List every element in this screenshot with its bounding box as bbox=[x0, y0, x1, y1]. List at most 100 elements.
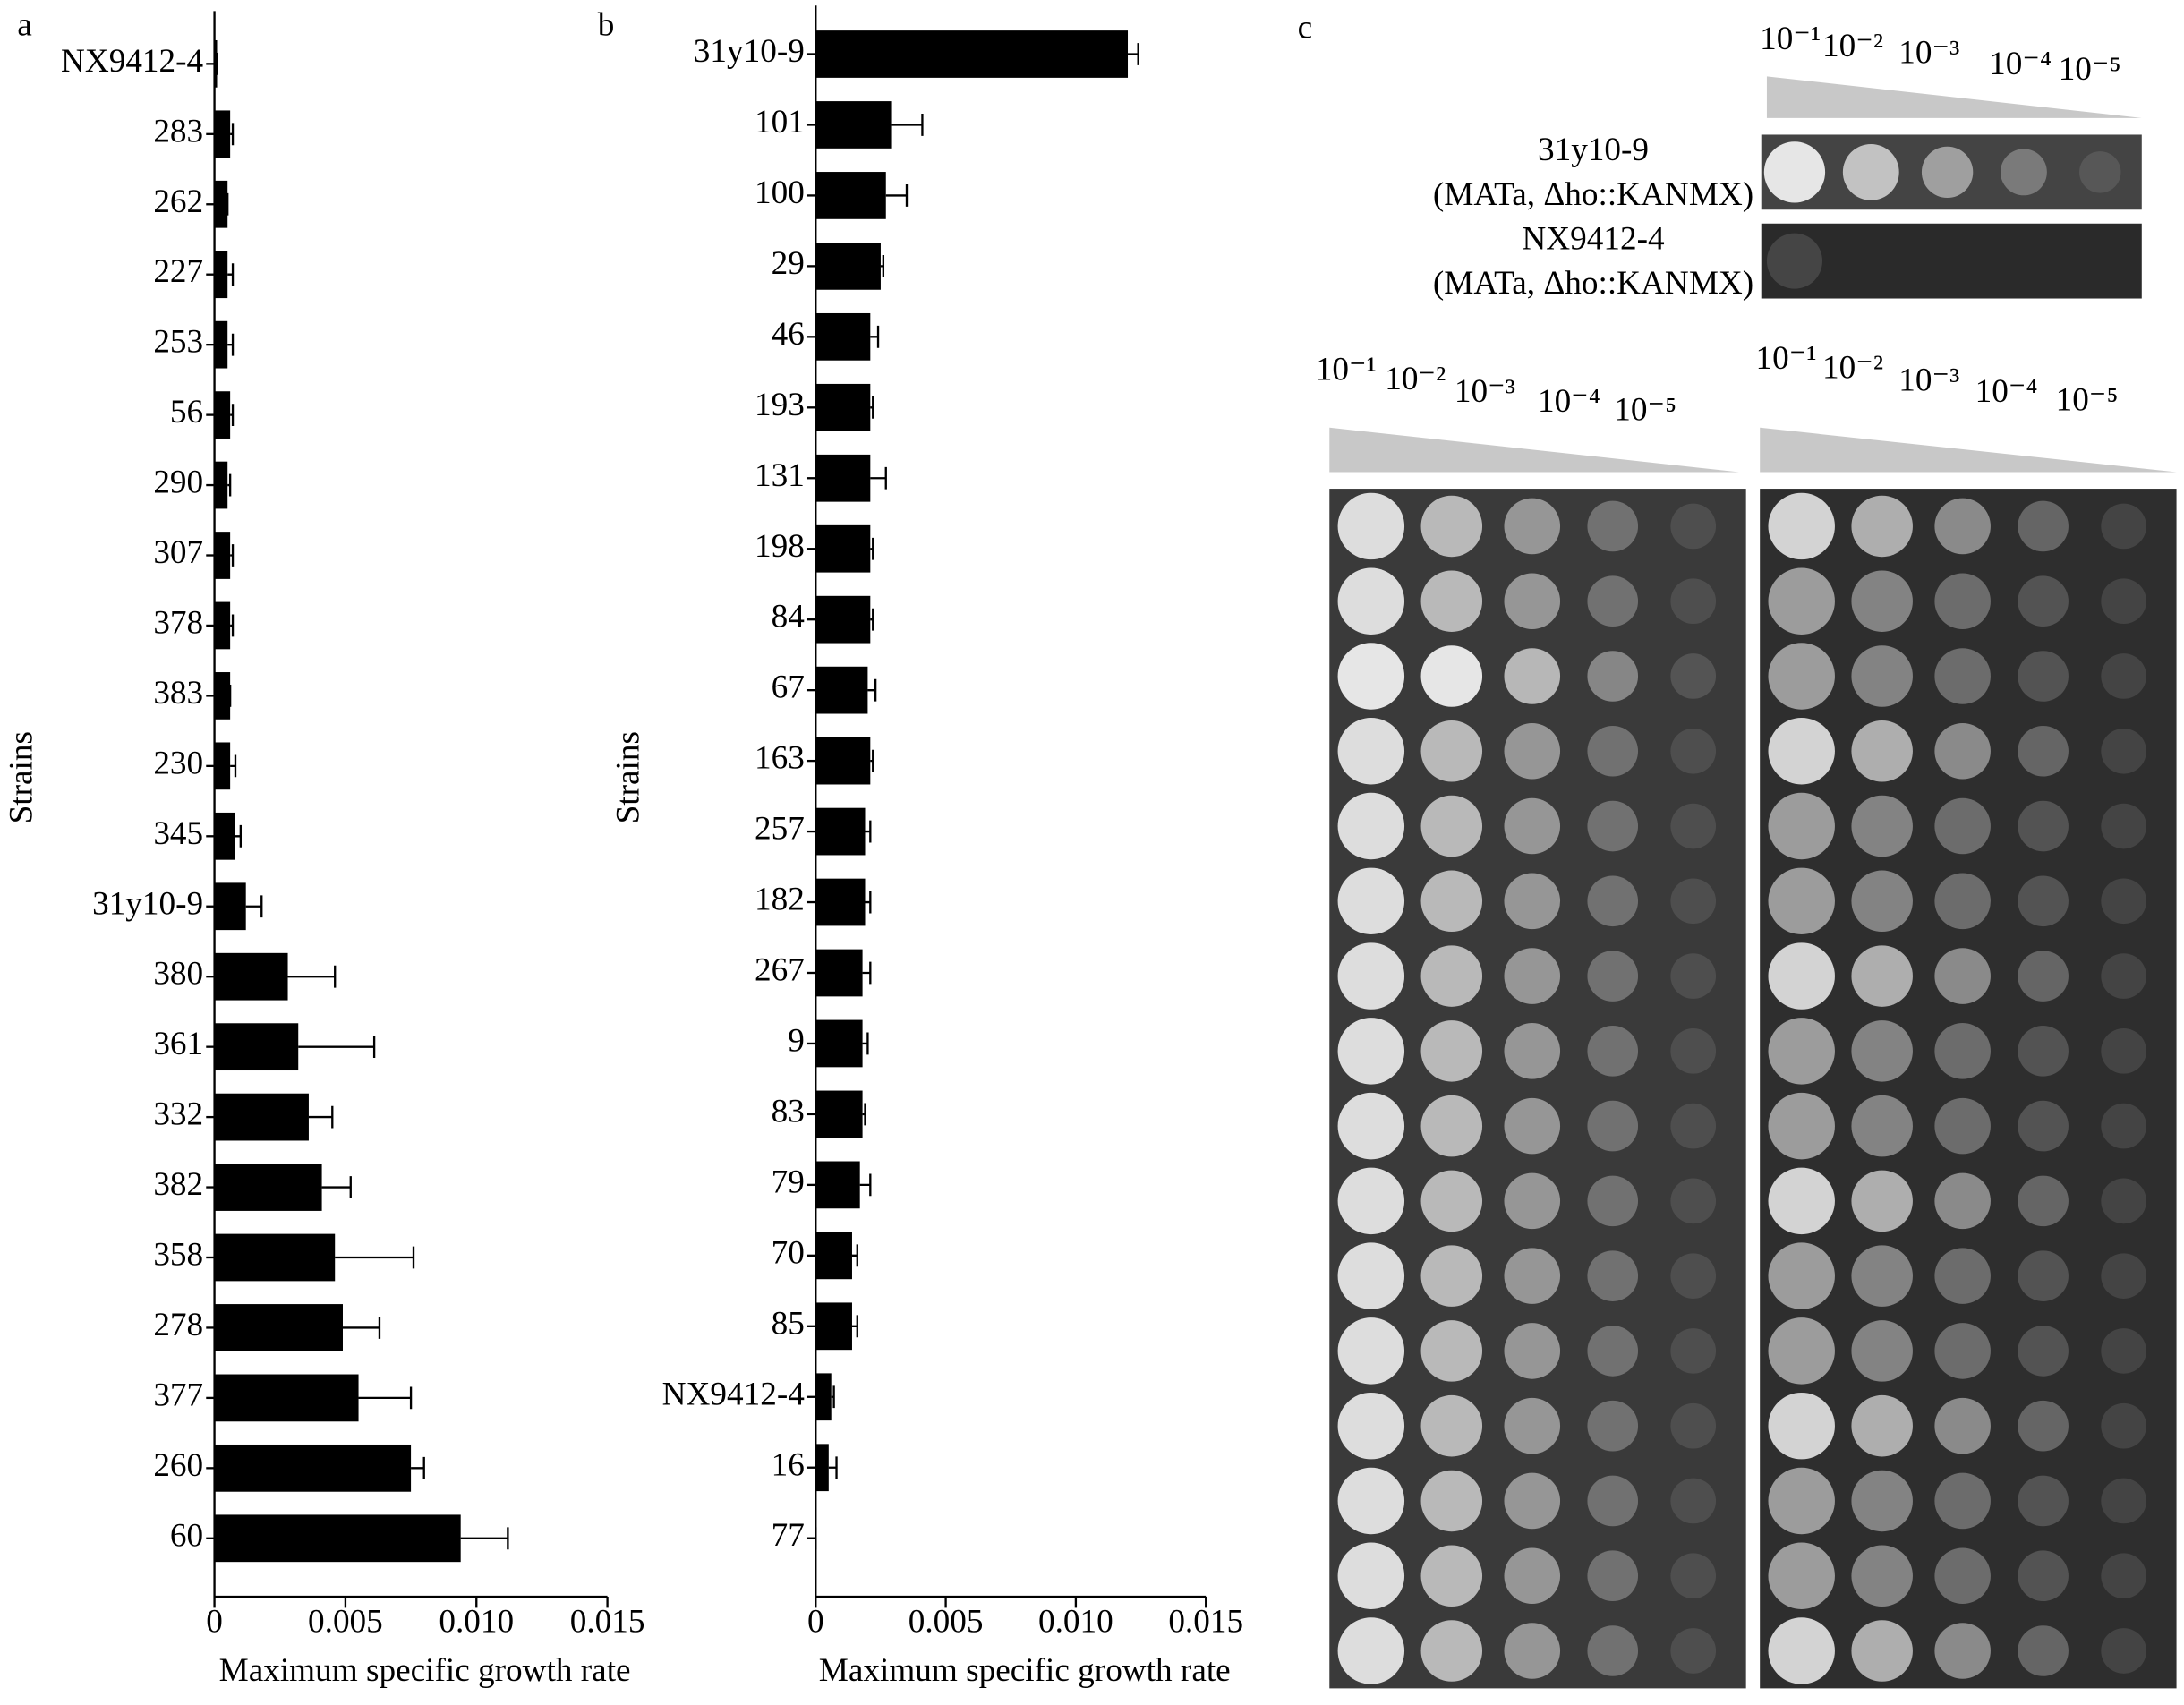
bar bbox=[815, 383, 871, 431]
colony-spot bbox=[2101, 653, 2146, 699]
error-bar bbox=[831, 1385, 835, 1409]
error-bar bbox=[851, 1315, 858, 1338]
colony-spot bbox=[1934, 498, 1991, 555]
colony-spot bbox=[1504, 648, 1561, 704]
colony-spot bbox=[1420, 1470, 1483, 1532]
colony-spot bbox=[1504, 1248, 1561, 1304]
colony-spot bbox=[2018, 1326, 2069, 1377]
colony-spot bbox=[1934, 1097, 1991, 1155]
y-tick-label: 163 bbox=[755, 740, 805, 777]
colony-spot bbox=[1420, 870, 1483, 933]
y-tick-label: 378 bbox=[153, 605, 203, 642]
error-bar bbox=[227, 473, 232, 497]
x-tick-label: 0.015 bbox=[1168, 1604, 1243, 1641]
y-tick-label: 290 bbox=[153, 465, 203, 501]
colony-spot bbox=[2018, 500, 2069, 552]
y-tick-label: 230 bbox=[153, 745, 203, 781]
error-bar bbox=[1128, 43, 1139, 65]
colony-spot bbox=[1587, 875, 1639, 927]
colony-spot bbox=[1851, 1620, 1913, 1682]
dilution-label: 10⁻⁵ bbox=[2059, 51, 2121, 88]
colony-spot bbox=[1337, 792, 1405, 860]
colony-spot bbox=[1851, 1545, 1913, 1607]
y-tick-label: 79 bbox=[772, 1164, 805, 1200]
colony-spot bbox=[1768, 942, 1835, 1010]
error-bar bbox=[870, 466, 887, 490]
colony-spot bbox=[1768, 643, 1835, 710]
dilution-label: 10⁻² bbox=[1822, 28, 1883, 64]
bar bbox=[815, 243, 881, 290]
bar bbox=[815, 807, 866, 856]
error-bar bbox=[862, 1103, 866, 1126]
colony-spot bbox=[2018, 1250, 2069, 1301]
bar bbox=[815, 1019, 863, 1068]
colony-spot bbox=[1670, 1178, 1717, 1224]
error-bar bbox=[230, 123, 235, 146]
colony-spot bbox=[1934, 722, 1991, 780]
colony-spot bbox=[1504, 722, 1561, 780]
colony-spot bbox=[1504, 1472, 1561, 1530]
x-tick-label: 0 bbox=[206, 1604, 223, 1641]
y-tick-label: 253 bbox=[153, 324, 203, 361]
dilution-label: 10⁻¹ bbox=[1316, 351, 1377, 388]
bar bbox=[815, 172, 886, 219]
colony-spot bbox=[1420, 1095, 1483, 1157]
panel-label: a bbox=[17, 7, 32, 44]
colony-spot bbox=[2101, 1328, 2146, 1374]
bar bbox=[815, 1373, 832, 1421]
y-tick-label: 29 bbox=[772, 245, 805, 282]
x-axis-label: Maximum specific growth rate bbox=[219, 1652, 631, 1689]
y-tick-label: 70 bbox=[772, 1234, 805, 1271]
error-bar bbox=[245, 895, 263, 918]
error-bar bbox=[321, 1176, 352, 1198]
colony-spot bbox=[1670, 1553, 1717, 1599]
plate-photo bbox=[1761, 223, 2142, 299]
colony-spot bbox=[1851, 1320, 1913, 1382]
colony-spot bbox=[1670, 1628, 1717, 1674]
colony-spot bbox=[2018, 575, 2069, 627]
colony-spot bbox=[1851, 1245, 1913, 1307]
bar bbox=[815, 454, 871, 502]
colony-spot bbox=[1504, 797, 1561, 855]
y-tick-label: 85 bbox=[772, 1305, 805, 1342]
bar bbox=[214, 532, 231, 579]
error-bar bbox=[870, 325, 880, 348]
bar bbox=[214, 39, 218, 88]
error-bar bbox=[227, 263, 235, 286]
x-axis-label: Maximum specific growth rate bbox=[819, 1652, 1231, 1689]
colony-spot bbox=[1420, 1320, 1483, 1382]
colony-spot bbox=[1504, 1547, 1561, 1605]
colony-spot bbox=[1934, 1323, 1991, 1379]
bar bbox=[214, 1164, 322, 1211]
y-tick-label: 307 bbox=[153, 534, 203, 571]
error-bar bbox=[235, 824, 243, 848]
error-bar bbox=[865, 891, 872, 914]
colony-spot bbox=[1768, 1092, 1835, 1160]
error-bar bbox=[870, 749, 874, 772]
colony-spot bbox=[1851, 1095, 1913, 1157]
y-tick-label: 260 bbox=[153, 1447, 203, 1484]
colony-spot bbox=[1934, 873, 1991, 930]
colony-spot bbox=[2101, 803, 2146, 849]
y-tick-label: 193 bbox=[755, 387, 805, 423]
colony-spot bbox=[1504, 948, 1561, 1004]
dilution-label: 10⁻² bbox=[1822, 350, 1883, 387]
dilution-label: 10⁻³ bbox=[1455, 373, 1515, 410]
colony-spot bbox=[1587, 1475, 1639, 1527]
colony-spot bbox=[1768, 492, 1835, 560]
colony-spot bbox=[2101, 1553, 2146, 1599]
colony-spot bbox=[1934, 573, 1991, 629]
bar bbox=[815, 666, 868, 714]
colony-spot bbox=[1768, 1167, 1835, 1235]
colony-spot bbox=[1670, 578, 1717, 625]
error-bar bbox=[865, 820, 872, 843]
colony-spot bbox=[2018, 651, 2069, 702]
error-bar bbox=[230, 614, 235, 637]
error-bar bbox=[862, 961, 872, 985]
colony-spot bbox=[1420, 1245, 1483, 1307]
colony-spot bbox=[2018, 951, 2069, 1002]
error-bar bbox=[342, 1317, 381, 1339]
colony-spot bbox=[2101, 1253, 2146, 1299]
colony-spot bbox=[1504, 1172, 1561, 1230]
colony-spot bbox=[1587, 575, 1639, 627]
